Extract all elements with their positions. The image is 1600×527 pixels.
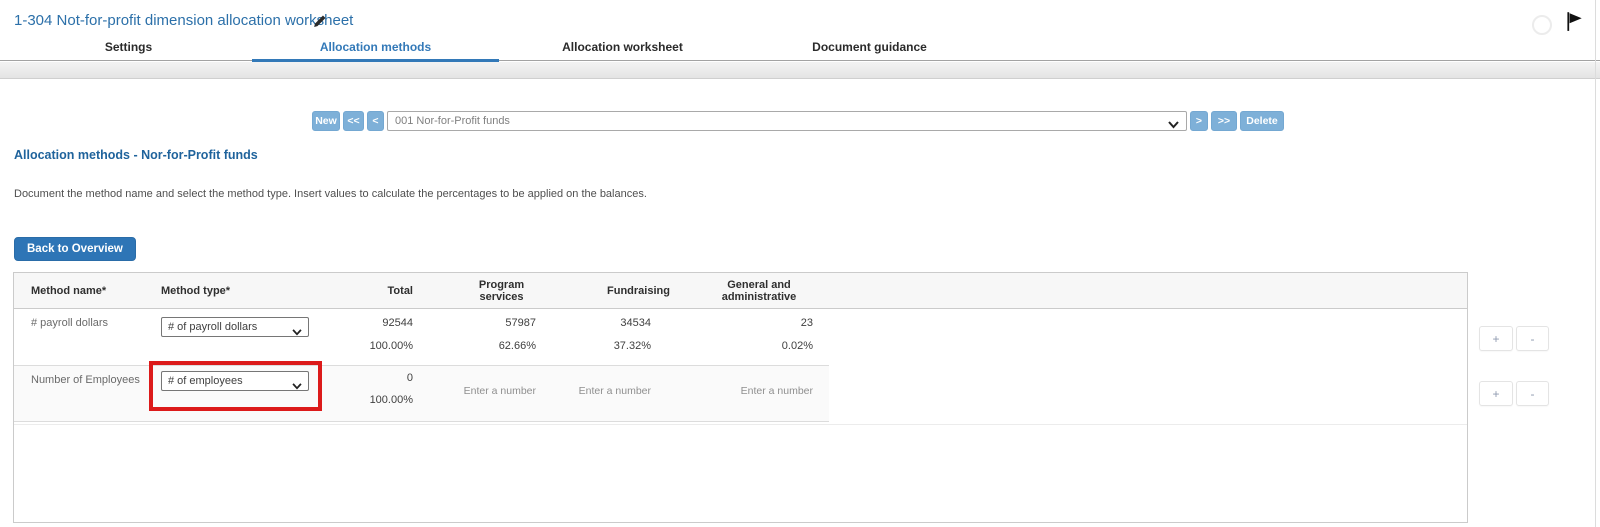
program-services-value[interactable]: 57987	[505, 317, 536, 329]
program-services-percent: 62.66%	[498, 340, 536, 352]
general-admin-cell	[659, 385, 829, 397]
tab-document-guidance[interactable]: Document guidance	[812, 40, 927, 54]
section-description: Document the method name and select the …	[14, 188, 647, 200]
tab-allocation-worksheet[interactable]: Allocation worksheet	[562, 40, 683, 54]
table-bottom-divider	[14, 424, 1467, 425]
table-row: # of employees 0 100.00%	[14, 366, 829, 422]
method-name-cell	[14, 366, 156, 390]
page-right-edge	[1595, 0, 1596, 527]
last-record-button[interactable]: >>	[1211, 111, 1237, 131]
page-title: 1-304 Not-for-profit dimension allocatio…	[14, 12, 354, 29]
record-select[interactable]: 001 Nor-for-Profit funds	[387, 111, 1187, 131]
delete-button[interactable]: Delete	[1240, 111, 1284, 131]
method-type-select-value: # of payroll dollars	[168, 321, 258, 333]
circle-outline-icon	[1532, 15, 1552, 35]
column-header-method-name: Method name*	[31, 284, 107, 297]
record-select-value: 001 Nor-for-Profit funds	[395, 115, 510, 127]
toolbar-divider-strip	[0, 62, 1600, 79]
fundraising-percent: 37.32%	[613, 340, 651, 352]
column-header-fundraising: Fundraising	[607, 284, 670, 297]
fundraising-value[interactable]: 34534	[620, 317, 651, 329]
method-type-select[interactable]: # of payroll dollars	[161, 317, 309, 337]
general-admin-value[interactable]: 23	[800, 317, 813, 329]
method-type-cell: # of payroll dollars	[156, 309, 324, 365]
allocation-methods-table: Method name* Method type* Total Program …	[13, 272, 1468, 523]
column-header-program-services: Program services	[478, 278, 525, 303]
method-type-select[interactable]: # of employees	[161, 371, 309, 391]
method-type-cell: # of employees	[156, 366, 324, 421]
general-admin-input[interactable]	[659, 385, 813, 397]
total-percent: 100.00%	[369, 340, 413, 352]
program-services-cell	[414, 385, 539, 397]
total-value[interactable]: 0	[406, 372, 413, 384]
pencil-icon[interactable]	[312, 14, 327, 34]
table-row: # of payroll dollars 92544 100.00% 57987…	[14, 309, 829, 366]
chevron-down-icon	[1168, 117, 1179, 135]
remove-row-button[interactable]: -	[1516, 381, 1549, 406]
add-row-button[interactable]: +	[1479, 381, 1513, 406]
column-header-total: Total	[387, 284, 413, 297]
next-record-button[interactable]: >	[1190, 111, 1208, 131]
flag-icon[interactable]	[1563, 10, 1585, 37]
tab-allocation-methods[interactable]: Allocation methods	[252, 36, 499, 62]
program-services-input[interactable]	[414, 385, 536, 397]
total-percent: 100.00%	[369, 394, 413, 406]
new-button[interactable]: New	[312, 111, 340, 131]
tab-bar: Settings Allocation methods Allocation w…	[0, 36, 1600, 62]
chevron-down-icon	[292, 378, 302, 396]
record-toolbar: New << < 001 Nor-for-Profit funds > >> D…	[312, 111, 1284, 131]
column-header-general-admin: General and administrative	[721, 278, 797, 303]
method-name-input[interactable]	[31, 374, 151, 386]
section-heading: Allocation methods - Nor-for-Profit fund…	[14, 148, 258, 162]
method-name-cell	[14, 309, 156, 333]
first-record-button[interactable]: <<	[343, 111, 364, 131]
remove-row-button[interactable]: -	[1516, 326, 1549, 351]
method-name-input[interactable]	[31, 317, 151, 329]
chevron-down-icon	[292, 324, 302, 342]
previous-record-button[interactable]: <	[367, 111, 384, 131]
fundraising-input[interactable]	[539, 385, 651, 397]
fundraising-cell	[539, 385, 659, 397]
total-value[interactable]: 92544	[382, 317, 413, 329]
table-header-row: Method name* Method type* Total Program …	[14, 273, 1467, 309]
column-header-method-type: Method type*	[161, 284, 231, 297]
tab-settings[interactable]: Settings	[104, 40, 153, 54]
general-admin-percent: 0.02%	[781, 340, 813, 352]
back-to-overview-button[interactable]: Back to Overview	[14, 237, 136, 261]
method-type-select-value: # of employees	[168, 375, 243, 387]
add-row-button[interactable]: +	[1479, 326, 1513, 351]
